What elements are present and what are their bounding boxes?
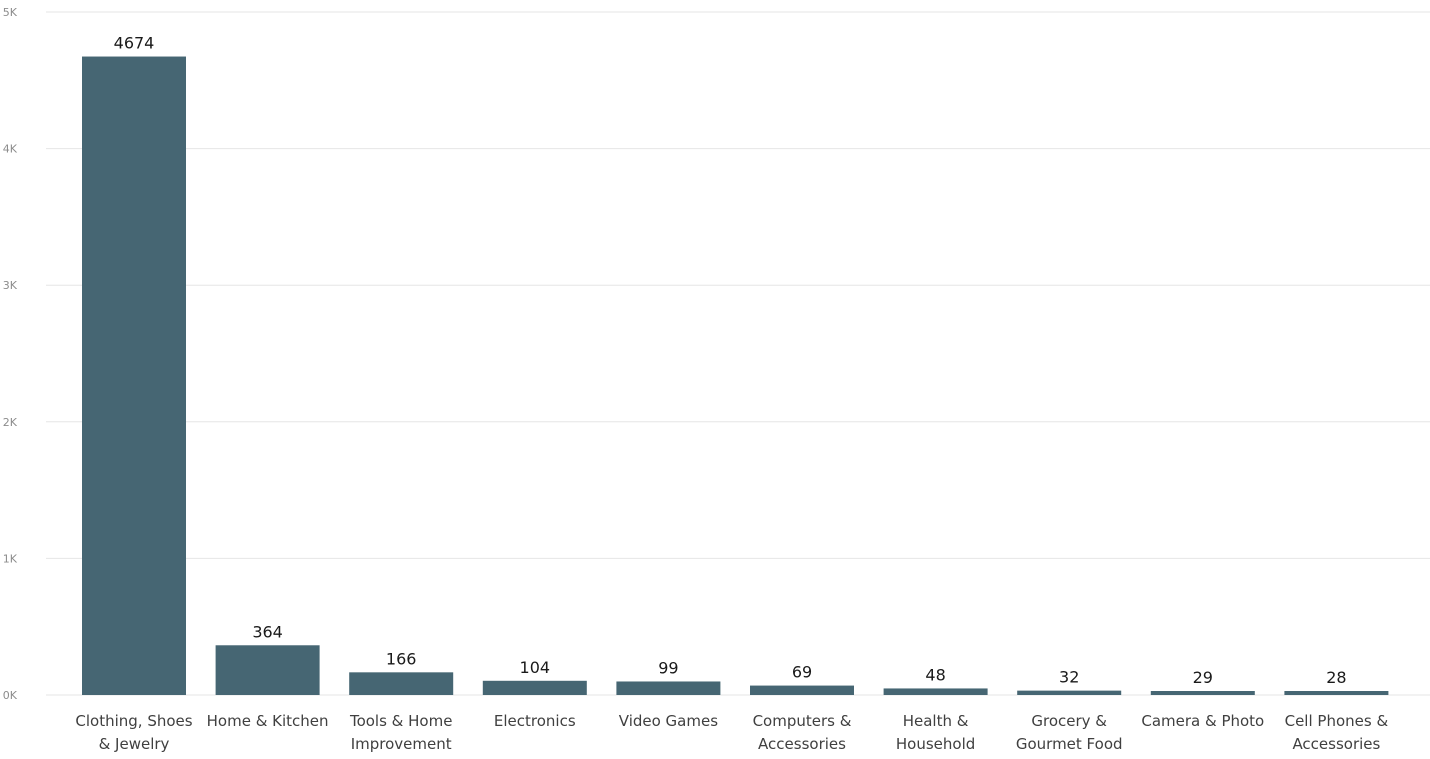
x-tick-label: Video Games bbox=[619, 712, 718, 730]
bar bbox=[82, 56, 186, 695]
x-tick-label: Gourmet Food bbox=[1016, 735, 1123, 753]
x-tick-label: Accessories bbox=[1292, 735, 1380, 753]
x-tick-label: Accessories bbox=[758, 735, 846, 753]
data-label: 48 bbox=[925, 665, 945, 684]
data-label: 104 bbox=[520, 658, 551, 677]
x-tick-label: Tools & Home bbox=[349, 712, 452, 730]
bar bbox=[616, 681, 721, 695]
data-label: 29 bbox=[1193, 668, 1213, 687]
x-tick-label: Improvement bbox=[351, 735, 452, 753]
y-tick-label: 5K bbox=[3, 6, 18, 19]
bars bbox=[82, 56, 1389, 695]
bar bbox=[1150, 691, 1255, 695]
x-tick-label: Grocery & bbox=[1031, 712, 1107, 730]
y-tick-label: 2K bbox=[3, 416, 18, 429]
y-tick-label: 3K bbox=[3, 279, 18, 292]
bar bbox=[215, 645, 320, 695]
bar bbox=[482, 680, 587, 695]
data-label: 99 bbox=[658, 658, 678, 677]
x-tick-label: Home & Kitchen bbox=[207, 712, 329, 730]
data-label: 364 bbox=[252, 622, 283, 641]
data-label: 32 bbox=[1059, 668, 1079, 687]
gridlines bbox=[46, 11, 1430, 696]
y-tick-label: 1K bbox=[3, 552, 18, 565]
x-axis: Clothing, Shoes & Jewelry Home & Kitchen To… bbox=[75, 712, 1388, 753]
bar bbox=[883, 688, 988, 695]
bar bbox=[349, 672, 454, 695]
x-tick-label: Clothing, Shoes bbox=[75, 712, 192, 730]
x-tick-label: Health & bbox=[903, 712, 969, 730]
data-label: 166 bbox=[386, 649, 417, 668]
x-tick-label: Cell Phones & bbox=[1285, 712, 1389, 730]
data-label: 28 bbox=[1326, 668, 1346, 687]
x-tick-label: Electronics bbox=[494, 712, 576, 730]
x-tick-label: & Jewelry bbox=[99, 735, 170, 753]
x-tick-label: Household bbox=[896, 735, 975, 753]
data-labels: 4674 364 166 104 99 69 48 32 29 28 bbox=[114, 34, 1347, 687]
y-axis: 0K 1K 2K 3K 4K 5K bbox=[3, 6, 18, 702]
data-label: 69 bbox=[792, 663, 812, 682]
bar bbox=[1284, 691, 1389, 695]
y-tick-label: 0K bbox=[3, 689, 18, 702]
data-label: 4674 bbox=[114, 34, 155, 53]
x-tick-label: Computers & bbox=[753, 712, 852, 730]
bar bbox=[750, 685, 854, 695]
x-tick-label: Camera & Photo bbox=[1141, 712, 1264, 730]
y-tick-label: 4K bbox=[3, 143, 18, 156]
bar bbox=[1017, 690, 1122, 695]
